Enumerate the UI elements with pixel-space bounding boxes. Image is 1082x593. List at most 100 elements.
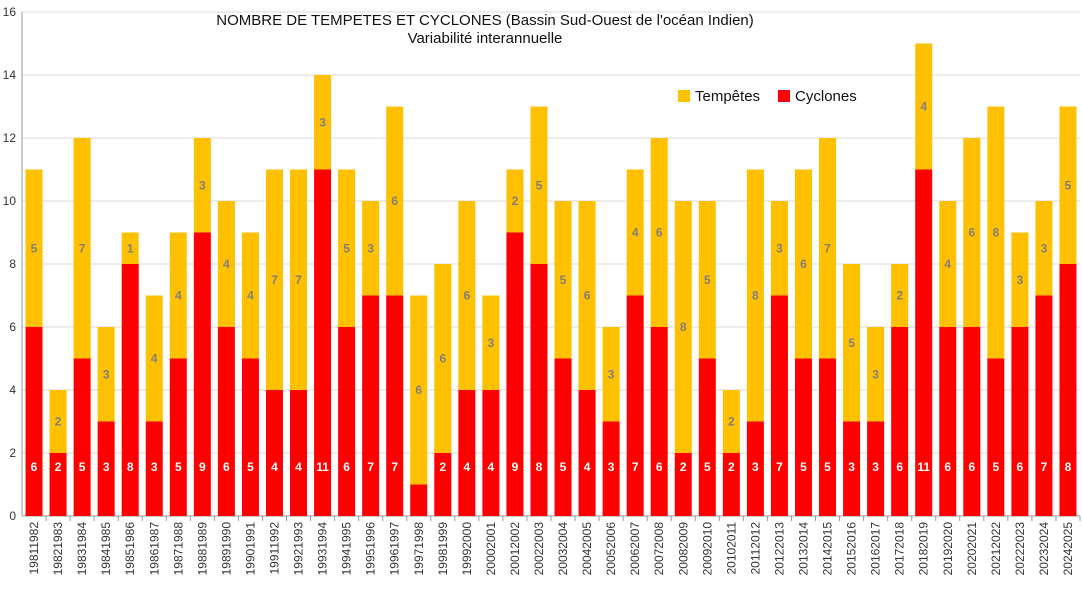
legend-item-cyclones: Cyclones bbox=[778, 88, 857, 105]
data-label: 9 bbox=[199, 460, 206, 474]
bar-temptes bbox=[265, 169, 283, 390]
y-tick-label: 14 bbox=[3, 68, 17, 82]
bar-cyclones bbox=[145, 421, 163, 516]
data-label: 3 bbox=[151, 460, 158, 474]
data-label: 5 bbox=[31, 241, 38, 255]
bar-temptes bbox=[49, 390, 67, 453]
x-tick-label: 20072008 bbox=[652, 522, 666, 576]
bar-cyclones bbox=[241, 358, 259, 516]
bar-temptes bbox=[482, 295, 500, 390]
y-tick-label: 10 bbox=[3, 194, 17, 208]
data-label: 9 bbox=[512, 460, 519, 474]
x-tick-label: 20172018 bbox=[893, 522, 907, 576]
data-label: 11 bbox=[917, 460, 930, 474]
data-label: 3 bbox=[872, 460, 879, 474]
legend-swatch-tempetes bbox=[678, 90, 690, 102]
bar-temptes bbox=[891, 264, 909, 327]
bar-temptes bbox=[843, 264, 861, 422]
y-tick-label: 8 bbox=[9, 257, 16, 271]
bar-cyclones bbox=[530, 264, 548, 516]
data-label: 5 bbox=[704, 273, 711, 287]
bar-cyclones bbox=[770, 295, 788, 516]
bar-cyclones bbox=[193, 232, 211, 516]
data-label: 4 bbox=[632, 226, 639, 240]
x-tick-label: 20182019 bbox=[917, 522, 931, 576]
chart-subtitle: Variabilité interannuelle bbox=[407, 30, 563, 47]
data-label: 4 bbox=[247, 289, 254, 303]
data-label: 4 bbox=[175, 289, 182, 303]
x-tick-label: 20162017 bbox=[869, 522, 883, 576]
bar-temptes bbox=[1059, 106, 1077, 264]
data-label: 6 bbox=[391, 194, 398, 208]
y-tick-label: 12 bbox=[3, 131, 17, 145]
bar-cyclones bbox=[843, 421, 861, 516]
bar-cyclones bbox=[698, 358, 716, 516]
x-tick-label: 19871988 bbox=[171, 522, 185, 576]
y-tick-label: 6 bbox=[9, 320, 16, 334]
x-tick-label: 19941995 bbox=[340, 522, 354, 576]
data-label: 2 bbox=[55, 460, 62, 474]
x-tick-label: 19881989 bbox=[195, 522, 209, 576]
bar-cyclones bbox=[458, 390, 476, 516]
data-label: 8 bbox=[1065, 460, 1072, 474]
bar-temptes bbox=[362, 201, 380, 296]
data-label: 3 bbox=[1017, 273, 1024, 287]
bar-cyclones bbox=[362, 295, 380, 516]
bar-temptes bbox=[530, 106, 548, 264]
bar-cyclones bbox=[506, 232, 524, 516]
data-label: 3 bbox=[848, 460, 855, 474]
data-label: 5 bbox=[1065, 178, 1072, 192]
bar-cyclones bbox=[434, 453, 452, 516]
data-label: 2 bbox=[439, 460, 446, 474]
data-label: 11 bbox=[316, 460, 329, 474]
data-label: 4 bbox=[488, 460, 495, 474]
data-label: 2 bbox=[55, 415, 62, 429]
bar-temptes bbox=[121, 232, 139, 264]
data-label: 7 bbox=[271, 273, 278, 287]
bar-temptes bbox=[698, 201, 716, 359]
bar-temptes bbox=[314, 75, 332, 170]
bar-cyclones bbox=[987, 358, 1005, 516]
bar-cyclones bbox=[73, 358, 91, 516]
data-label: 5 bbox=[536, 178, 543, 192]
data-label: 4 bbox=[271, 460, 278, 474]
x-tick-label: 19811982 bbox=[27, 522, 41, 575]
x-tick-label: 19901991 bbox=[243, 522, 257, 576]
bar-cyclones bbox=[265, 390, 283, 516]
x-tick-label: 20152016 bbox=[845, 522, 859, 576]
legend: Tempêtes Cyclones bbox=[678, 88, 857, 105]
data-label: 2 bbox=[728, 415, 735, 429]
data-label: 8 bbox=[536, 460, 543, 474]
bar-temptes bbox=[193, 138, 211, 233]
data-label: 5 bbox=[560, 460, 567, 474]
data-label: 3 bbox=[103, 367, 110, 381]
data-label: 3 bbox=[872, 367, 879, 381]
data-label: 7 bbox=[391, 460, 398, 474]
data-label: 7 bbox=[79, 241, 86, 255]
data-label: 3 bbox=[608, 460, 615, 474]
chart-title: NOMBRE DE TEMPETES ET CYCLONES (Bassin S… bbox=[216, 12, 754, 29]
bar-cyclones bbox=[602, 421, 620, 516]
data-label: 3 bbox=[608, 367, 615, 381]
bar-temptes bbox=[626, 169, 644, 296]
x-tick-label: 20062007 bbox=[628, 522, 642, 576]
data-label: 1 bbox=[127, 241, 134, 255]
bar-temptes bbox=[746, 169, 764, 422]
data-label: 6 bbox=[968, 460, 975, 474]
x-tick-label: 20002001 bbox=[484, 522, 498, 576]
bar-temptes bbox=[169, 232, 187, 359]
y-tick-label: 16 bbox=[3, 5, 17, 19]
data-label: 4 bbox=[223, 257, 230, 271]
bar-temptes bbox=[217, 201, 235, 327]
bar-cyclones bbox=[554, 358, 572, 516]
data-label: 6 bbox=[439, 352, 446, 366]
bar-temptes bbox=[73, 138, 91, 359]
data-label: 4 bbox=[463, 460, 470, 474]
data-label: 5 bbox=[800, 460, 807, 474]
data-label: 4 bbox=[295, 460, 302, 474]
legend-label-tempetes: Tempêtes bbox=[695, 88, 761, 105]
bar-temptes bbox=[602, 327, 620, 422]
bar-cyclones bbox=[650, 327, 668, 516]
bar-temptes bbox=[722, 390, 740, 453]
